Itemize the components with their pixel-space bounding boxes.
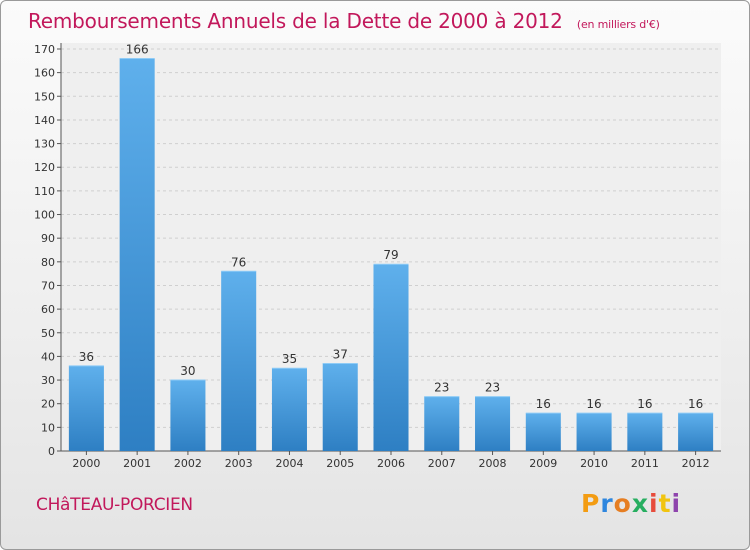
bar xyxy=(627,413,663,451)
unit-label: (en milliers d'€) xyxy=(576,18,660,31)
data-label: 16 xyxy=(637,397,652,411)
chart-title: Remboursements Annuels de la Dette de 20… xyxy=(28,9,660,33)
x-tick-label: 2005 xyxy=(326,457,354,470)
y-tick-label: 70 xyxy=(41,279,55,292)
logo-letter: i xyxy=(671,489,682,518)
x-tick-label: 2006 xyxy=(377,457,405,470)
proxiti-logo: Proxiti xyxy=(581,489,681,518)
bar xyxy=(68,365,104,451)
data-label: 76 xyxy=(231,255,246,269)
x-tick-label: 2009 xyxy=(529,457,557,470)
data-label: 23 xyxy=(434,381,449,395)
x-tick-label: 2007 xyxy=(428,457,456,470)
bar xyxy=(170,380,206,451)
bar xyxy=(373,264,409,451)
data-label: 37 xyxy=(333,348,348,362)
data-label: 166 xyxy=(126,42,149,56)
bar xyxy=(475,396,511,451)
town-name: CHâTEAU-PORCIEN xyxy=(36,495,193,515)
y-tick-label: 20 xyxy=(41,398,55,411)
y-tick-label: 160 xyxy=(34,67,55,80)
logo-letter: P xyxy=(581,489,601,518)
y-tick-label: 130 xyxy=(34,138,55,151)
bar xyxy=(525,413,561,451)
x-tick-label: 2000 xyxy=(72,457,100,470)
logo-letter: o xyxy=(613,489,632,518)
y-tick-label: 100 xyxy=(34,209,55,222)
data-label: 35 xyxy=(282,352,297,366)
logo-letter: t xyxy=(658,489,672,518)
bar xyxy=(678,413,714,451)
data-label: 16 xyxy=(536,397,551,411)
data-label: 16 xyxy=(688,397,703,411)
y-tick-label: 120 xyxy=(34,161,55,174)
y-tick-label: 140 xyxy=(34,114,55,127)
logo-letter: r xyxy=(600,489,614,518)
bar xyxy=(576,413,612,451)
logo-letter: i xyxy=(649,489,659,518)
y-tick-label: 150 xyxy=(34,90,55,103)
bar xyxy=(119,58,155,451)
x-tick-label: 2008 xyxy=(479,457,507,470)
y-tick-label: 80 xyxy=(41,256,55,269)
bar xyxy=(271,368,307,451)
data-label: 16 xyxy=(586,397,601,411)
data-label: 79 xyxy=(383,248,398,262)
x-tick-label: 2011 xyxy=(631,457,659,470)
y-tick-label: 40 xyxy=(41,350,55,363)
x-tick-label: 2003 xyxy=(225,457,253,470)
y-tick-label: 90 xyxy=(41,232,55,245)
data-label: 30 xyxy=(180,364,195,378)
logo-letter: x xyxy=(631,489,649,518)
bar xyxy=(221,271,257,451)
x-tick-label: 2012 xyxy=(682,457,710,470)
title-text: Remboursements Annuels de la Dette de 20… xyxy=(28,9,563,33)
x-tick-label: 2004 xyxy=(275,457,303,470)
y-tick-label: 110 xyxy=(34,185,55,198)
data-label: 23 xyxy=(485,381,500,395)
x-tick-label: 2010 xyxy=(580,457,608,470)
bar xyxy=(322,363,358,451)
y-tick-label: 170 xyxy=(34,43,55,56)
x-tick-label: 2002 xyxy=(174,457,202,470)
bar xyxy=(424,396,460,451)
data-label: 36 xyxy=(79,350,94,364)
y-tick-label: 0 xyxy=(48,445,55,458)
y-tick-label: 30 xyxy=(41,374,55,387)
y-tick-label: 60 xyxy=(41,303,55,316)
y-tick-label: 10 xyxy=(41,421,55,434)
x-tick-label: 2001 xyxy=(123,457,151,470)
y-tick-label: 50 xyxy=(41,327,55,340)
